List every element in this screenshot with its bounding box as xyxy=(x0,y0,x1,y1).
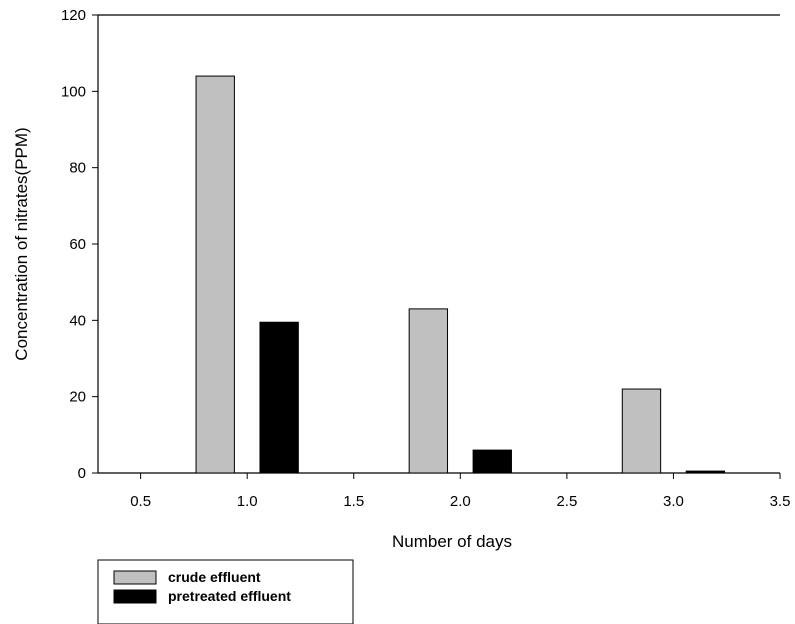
x-tick-label: 0.5 xyxy=(130,493,151,510)
bar-pretreated-2 xyxy=(472,449,512,474)
y-tick-label: 120 xyxy=(61,7,86,24)
y-tick-label: 20 xyxy=(69,389,86,406)
legend-label-pretreated: pretreated effluent xyxy=(168,588,291,604)
x-axis-title: Number of days xyxy=(392,532,512,551)
legend: crude effluent pretreated effluent xyxy=(97,559,354,624)
bar-crude-1 xyxy=(195,75,235,474)
bar-pretreated-3 xyxy=(685,470,726,474)
x-tick-label: 3.5 xyxy=(770,493,791,510)
y-tick-label: 60 xyxy=(69,236,86,253)
legend-swatch-crude xyxy=(113,570,157,585)
y-tick-label: 100 xyxy=(61,83,86,100)
x-ticks-group: 0.5 1.0 1.5 2.0 2.5 3.0 3.5 xyxy=(130,473,790,510)
bar-crude-2 xyxy=(408,308,449,474)
x-tick-label: 2.5 xyxy=(556,493,577,510)
x-tick-label: 1.5 xyxy=(343,493,364,510)
y-tick-label: 40 xyxy=(69,312,86,329)
y-ticks-group: 0 20 40 60 80 100 120 xyxy=(61,7,98,482)
plot-area: 0 20 40 60 80 100 120 0.5 1.0 1.5 2.0 2.5 3.0 3.5 xyxy=(61,7,790,510)
y-axis-title: Concentration of nitrates(PPM) xyxy=(12,127,31,360)
y-tick-label: 0 xyxy=(78,465,86,482)
x-tick-label: 3.0 xyxy=(663,493,684,510)
legend-swatch-pretreated xyxy=(113,589,157,604)
bars-group xyxy=(195,75,726,474)
bar-pretreated-1 xyxy=(259,321,299,474)
x-tick-label: 1.0 xyxy=(237,493,258,510)
x-tick-label: 2.0 xyxy=(450,493,471,510)
y-tick-label: 80 xyxy=(69,160,86,177)
bar-crude-3 xyxy=(621,388,662,474)
legend-label-crude: crude effluent xyxy=(168,569,261,585)
